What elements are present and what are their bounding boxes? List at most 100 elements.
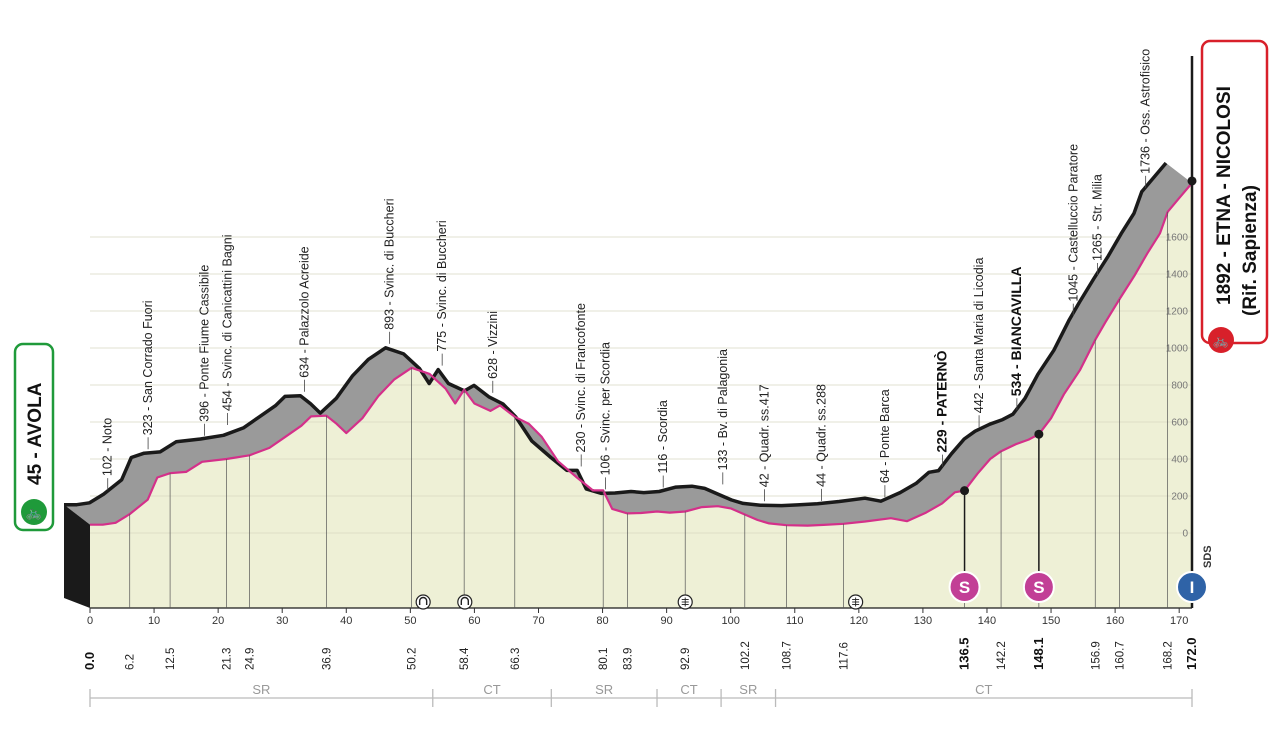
altitude-tick-label: 1400 bbox=[1166, 270, 1189, 281]
kom-icon-label: I bbox=[1190, 578, 1195, 597]
km-label: 108.7 bbox=[781, 641, 793, 670]
km-label: 156.9 bbox=[1090, 641, 1102, 670]
start-label: 45 - AVOLA bbox=[25, 382, 46, 485]
distance-tick-label: 150 bbox=[1042, 615, 1060, 627]
km-label: 80.1 bbox=[598, 648, 610, 670]
region-label: CT bbox=[680, 682, 697, 697]
finish-sublabel: (Rif. Sapienza) bbox=[1240, 185, 1261, 316]
distance-tick-label: 10 bbox=[148, 615, 160, 627]
sprint-icon-label: S bbox=[1033, 578, 1044, 597]
altitude-tick-label: 1200 bbox=[1166, 307, 1189, 318]
waypoint-label: 396 - Ponte Fiume Cassibile bbox=[197, 265, 211, 422]
waypoint-label: 634 - Palazzolo Acreide bbox=[297, 246, 311, 377]
cyclist-icon bbox=[21, 499, 47, 525]
waypoint-label: 230 - Svinc. di Francofonte bbox=[574, 303, 588, 452]
region-label: SR bbox=[739, 682, 757, 697]
km-label: 142.2 bbox=[996, 641, 1008, 670]
distance-tick-label: 30 bbox=[276, 615, 288, 627]
km-label: 58.4 bbox=[459, 647, 471, 670]
svg-text:🚲: 🚲 bbox=[1213, 334, 1229, 349]
km-label: 92.9 bbox=[680, 648, 692, 670]
region-label: SR bbox=[595, 682, 613, 697]
waypoint-label: 323 - San Corrado Fuori bbox=[141, 300, 155, 435]
sprint-icon bbox=[1022, 571, 1055, 603]
altitude-tick-label: 1000 bbox=[1166, 344, 1189, 355]
altitude-tick-label: 1600 bbox=[1166, 233, 1189, 244]
waypoint-label: 893 - Svinc. di Buccheri bbox=[383, 198, 397, 329]
distance-tick-label: 80 bbox=[596, 615, 608, 627]
region-label: CT bbox=[483, 682, 500, 697]
waypoint-label: 1045 - Castelluccio Paratore bbox=[1066, 144, 1080, 302]
distance-tick-label: 90 bbox=[661, 615, 673, 627]
waypoint-label: 229 - PATERNÒ bbox=[933, 350, 950, 452]
kom-icon bbox=[1176, 571, 1208, 603]
altitude-tick-label: 800 bbox=[1171, 381, 1188, 392]
distance-tick-label: 70 bbox=[532, 615, 544, 627]
km-label: 24.9 bbox=[245, 648, 257, 670]
tunnel-icon bbox=[415, 594, 431, 610]
profile-road bbox=[64, 56, 1194, 609]
waypoint-label: 42 - Quadr. ss.417 bbox=[757, 384, 771, 487]
region-bar: SR CT SR CT SR CT bbox=[89, 682, 1193, 707]
km-label: 168.2 bbox=[1163, 641, 1175, 670]
waypoint-label: 64 - Ponte Barca bbox=[878, 389, 892, 483]
waypoint-label: 454 - Svinc. di Canicattini Bagni bbox=[221, 235, 235, 411]
sprint-point bbox=[1034, 429, 1044, 439]
km-label: 0.0 bbox=[82, 652, 97, 670]
finish-label: 1892 - ETNA - NICOLOSI bbox=[1214, 86, 1235, 305]
km-label: 83.9 bbox=[623, 648, 635, 670]
svg-text:🚲: 🚲 bbox=[26, 506, 42, 521]
km-label: 21.3 bbox=[221, 648, 233, 670]
tunnel-icon bbox=[457, 594, 473, 610]
altitude-tick-label: 200 bbox=[1171, 492, 1188, 503]
altitude-tick-label: 400 bbox=[1171, 455, 1188, 466]
waypoint-label: 442 - Santa Maria di Licodia bbox=[972, 258, 986, 414]
finish-point bbox=[1187, 176, 1197, 186]
waypoint-lines bbox=[129, 211, 1169, 608]
distance-tick-label: 110 bbox=[786, 615, 804, 627]
road-ridge bbox=[64, 161, 1168, 508]
start-badge: 45 - AVOLA 🚲 bbox=[13, 342, 55, 532]
profile-fill bbox=[90, 183, 1192, 608]
waypoint-label: 102 - Noto bbox=[101, 418, 115, 476]
km-label: 12.5 bbox=[165, 648, 177, 670]
sprint-point bbox=[960, 486, 970, 496]
km-label: 172.0 bbox=[1184, 637, 1199, 670]
region-label: SR bbox=[252, 682, 270, 697]
km-label: 102.2 bbox=[740, 641, 752, 670]
waypoint-label: 116 - Scordia bbox=[656, 400, 670, 473]
km-label: 50.2 bbox=[407, 648, 419, 670]
km-label: 136.5 bbox=[957, 637, 972, 670]
distance-tick-label: 100 bbox=[722, 615, 740, 627]
sds-label: SDS bbox=[1202, 545, 1214, 568]
distance-tick-label: 130 bbox=[914, 615, 932, 627]
tunnel-arch bbox=[460, 596, 470, 605]
km-label: 117.6 bbox=[838, 642, 850, 670]
region-label: CT bbox=[975, 682, 992, 697]
waypoint-label: 133 - Bv. di Palagonia bbox=[716, 349, 730, 470]
start-block bbox=[64, 504, 90, 608]
waypoint-label: 775 - Svinc. di Buccheri bbox=[435, 220, 449, 351]
distance-tick-label: 120 bbox=[850, 615, 868, 627]
km-label: 160.7 bbox=[1115, 641, 1127, 670]
km-label: 36.9 bbox=[321, 648, 333, 670]
waypoint-labels: 102 - Noto 323 - San Corrado Fuori 396 - P… bbox=[101, 49, 1153, 502]
distance-tick-label: 60 bbox=[468, 615, 480, 627]
tunnel-arch bbox=[418, 596, 428, 605]
finish-badge: 1892 - ETNA - NICOLOSI (Rif. Sapienza) 🚲 bbox=[1200, 39, 1269, 353]
altitude-tick-label: 0 bbox=[1182, 529, 1188, 540]
waypoint-label: 1736 - Oss. Astrofisico bbox=[1139, 49, 1153, 174]
distance-tick-label: 140 bbox=[978, 615, 996, 627]
sprint-icon-label: S bbox=[959, 578, 970, 597]
profile-line bbox=[90, 182, 1193, 527]
waypoint-label: 1265 - Str. Milia bbox=[1091, 174, 1105, 261]
altitude-tick-label: 600 bbox=[1171, 418, 1188, 429]
profile-area bbox=[90, 183, 1192, 608]
km-label: 6.2 bbox=[125, 654, 137, 670]
distance-tick-label: 40 bbox=[340, 615, 352, 627]
distance-axis: 0 10 20 30 40 50 60 70 80 90 100 110 120 130 140 150 160… bbox=[82, 608, 1199, 670]
waypoint-label: 44 - Quadr. ss.288 bbox=[814, 384, 828, 487]
sprint-icon bbox=[948, 571, 981, 603]
distance-tick-label: 170 bbox=[1170, 615, 1188, 627]
